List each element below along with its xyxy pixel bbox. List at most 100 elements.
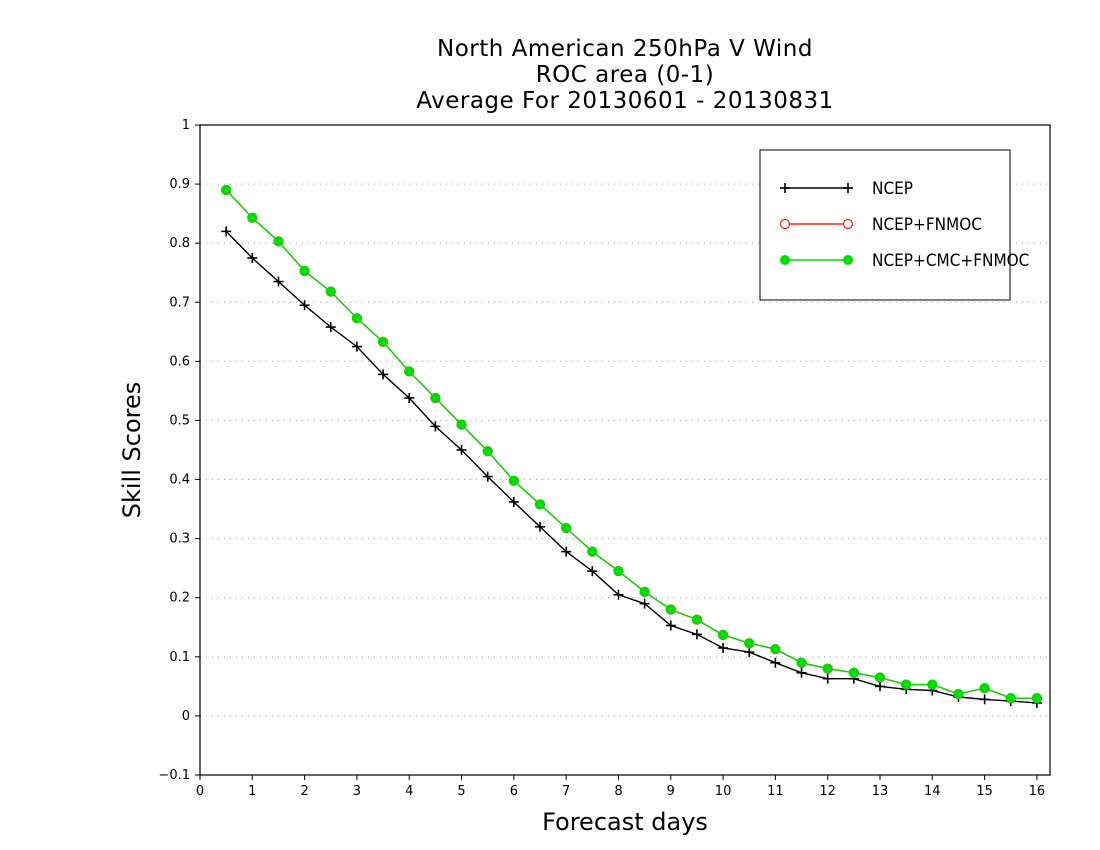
data-point [770, 657, 781, 668]
x-axis-label: Forecast days [542, 808, 708, 836]
legend-label: NCEP+CMC+FNMOC [872, 251, 1029, 271]
data-point [796, 657, 807, 668]
x-tick-label: 5 [457, 784, 465, 799]
x-tick-label: 10 [715, 784, 732, 799]
legend-marker-end [843, 183, 853, 193]
data-point [482, 471, 493, 482]
data-point [221, 226, 232, 237]
data-point [979, 683, 990, 694]
data-point [613, 589, 624, 600]
x-tick-label: 2 [300, 784, 308, 799]
data-point [822, 663, 833, 674]
data-point [456, 419, 467, 430]
x-tick-label: 0 [196, 784, 204, 799]
data-point [378, 369, 389, 380]
data-point [665, 620, 676, 631]
data-point [639, 586, 650, 597]
legend: NCEP NCEP+FNMOC NCEP+CMC+FNMOC [759, 149, 1029, 301]
y-tick-label: 0.9 [169, 177, 190, 192]
data-point [299, 265, 310, 276]
data-point [325, 286, 336, 297]
data-point [561, 546, 572, 557]
data-point [979, 694, 990, 705]
y-tick-label: 0.2 [169, 591, 190, 606]
x-tick-label: 14 [924, 784, 941, 799]
data-point [953, 689, 964, 700]
data-point [901, 679, 912, 690]
y-tick-label: 0.8 [169, 236, 190, 251]
x-tick-label: 1 [248, 784, 256, 799]
y-axis-label: Skill Scores [118, 381, 146, 519]
series-ncep-cmc-fnmoc [221, 185, 1042, 704]
data-point [587, 546, 598, 557]
data-point [430, 421, 441, 432]
y-tick-label: 0.1 [169, 650, 190, 665]
data-point [456, 445, 467, 455]
legend-box [759, 149, 1011, 301]
x-tick-label: 15 [976, 784, 993, 799]
data-point [875, 672, 885, 683]
data-point [1031, 693, 1042, 704]
legend-label: NCEP [872, 179, 913, 199]
series-layer [221, 184, 1043, 708]
legend-marker-start [780, 183, 790, 193]
x-tick-label: 13 [872, 784, 889, 799]
x-tick-label: 4 [405, 784, 413, 799]
y-tick-label: 1 [182, 118, 190, 133]
data-point [482, 446, 493, 457]
legend-marker-start [780, 255, 790, 265]
data-point [718, 642, 729, 653]
x-tick-label: 9 [667, 784, 675, 799]
data-point [561, 523, 572, 533]
data-point [848, 667, 859, 678]
y-tick-label: 0 [182, 709, 190, 724]
legend-marker-start [779, 218, 791, 230]
data-point [535, 521, 545, 532]
data-point [822, 673, 833, 684]
x-tick-label: 7 [562, 784, 570, 799]
y-tick-label: 0.3 [169, 532, 190, 547]
data-point [247, 212, 258, 223]
axis-ticks: −0.100.10.20.30.40.50.60.70.80.910 1 2 3 4 5 6… [158, 118, 1045, 799]
x-tick-label: 16 [1029, 784, 1046, 799]
y-tick-label: 0.7 [169, 295, 190, 310]
series-line [225, 230, 1037, 704]
y-tick-label: 0.4 [169, 473, 190, 488]
legend-marker-end [842, 218, 854, 230]
data-point [404, 393, 415, 403]
data-point [691, 629, 702, 640]
data-point [744, 638, 755, 649]
data-point [744, 647, 755, 658]
chart-title-line-2: ROC area (0-1) [535, 62, 715, 88]
y-tick-label: 0.6 [169, 354, 190, 369]
data-point [273, 236, 284, 247]
data-point [430, 393, 441, 403]
data-point [299, 300, 310, 311]
legend-marker-end [843, 255, 853, 265]
data-point [247, 252, 258, 263]
data-point [796, 667, 807, 678]
data-point [587, 566, 598, 577]
x-tick-label: 3 [353, 784, 361, 799]
data-point [351, 313, 362, 324]
legend-label: NCEP+FNMOC [872, 215, 982, 235]
x-tick-label: 11 [767, 784, 784, 799]
chart-title-line-1: North American 250hPa V Wind [437, 36, 813, 62]
data-point [378, 336, 389, 347]
data-point [613, 566, 624, 577]
data-point [718, 629, 729, 640]
data-point [770, 644, 781, 655]
data-point [927, 679, 938, 690]
data-point [404, 366, 415, 377]
data-point [221, 185, 232, 195]
data-point [273, 276, 284, 287]
y-tick-label: 0.5 [169, 413, 190, 428]
data-point [639, 598, 650, 609]
data-point [665, 604, 676, 615]
data-point [351, 341, 362, 352]
plot-frame [199, 124, 1051, 776]
legend-entry: NCEP+FNMOC [779, 215, 982, 235]
chart-title-line-3: Average For 20130601 - 20130831 [416, 88, 834, 114]
x-tick-label: 6 [510, 784, 518, 799]
